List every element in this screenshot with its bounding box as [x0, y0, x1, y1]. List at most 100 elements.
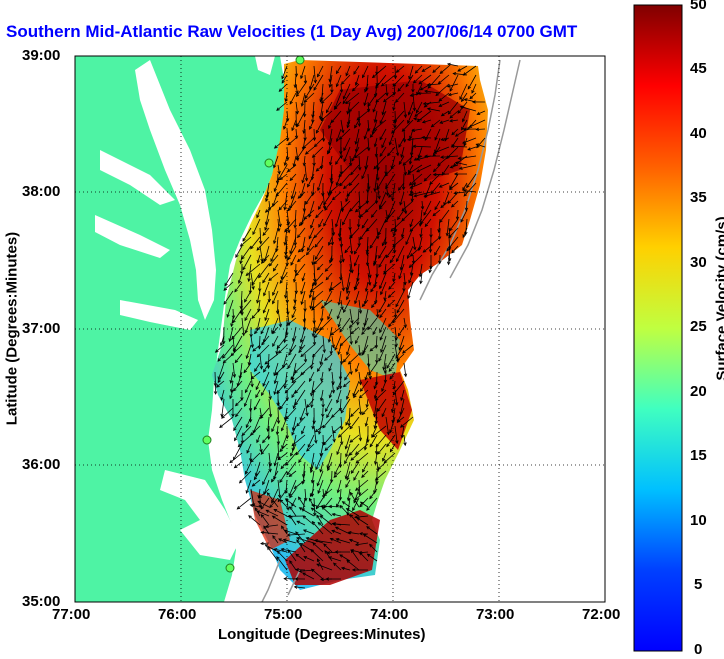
velocity-arrow — [389, 128, 396, 145]
velocity-arrow-head — [318, 224, 322, 228]
velocity-arrow — [449, 182, 459, 190]
velocity-arrow-head — [236, 506, 241, 510]
velocity-arrow — [320, 443, 324, 456]
velocity-arrow — [392, 308, 405, 324]
velocity-arrow-head — [383, 370, 387, 374]
velocity-arrow-head — [434, 206, 438, 211]
velocity-arrow — [346, 560, 360, 571]
velocity-arrow — [220, 389, 225, 401]
velocity-arrow-head — [285, 262, 289, 267]
velocity-arrow — [375, 146, 378, 157]
velocity-arrow — [325, 272, 333, 280]
velocity-arrow-head — [321, 193, 325, 197]
velocity-arrow-head — [446, 84, 451, 88]
velocity-arrow-head — [324, 549, 328, 554]
velocity-arrow-head — [254, 368, 258, 373]
velocity-arrow — [289, 191, 297, 209]
velocity-arrow — [260, 317, 270, 334]
velocity-arrow-head — [451, 131, 455, 136]
velocity-arrow — [372, 326, 378, 335]
velocity-arrow-head — [438, 184, 443, 188]
velocity-arrow-head — [393, 75, 398, 80]
velocity-arrow — [327, 146, 333, 154]
velocity-arrow — [331, 110, 342, 123]
velocity-arrow-head — [449, 88, 453, 92]
velocity-arrow-head — [260, 530, 265, 535]
velocity-arrow — [471, 83, 477, 94]
velocity-arrow — [387, 146, 396, 156]
velocity-arrow-head — [381, 111, 385, 116]
velocity-arrow — [366, 245, 369, 256]
velocity-arrow-head — [350, 457, 355, 461]
velocity-arrow-head — [339, 151, 343, 155]
velocity-arrow — [359, 389, 369, 399]
velocity-vectors — [213, 62, 486, 589]
velocity-arrow-head — [264, 209, 269, 213]
velocity-arrow-head — [351, 87, 356, 92]
velocity-arrow — [354, 146, 369, 158]
velocity-arrow-head — [296, 520, 301, 524]
velocity-arrow — [341, 74, 351, 85]
velocity-arrow — [257, 500, 270, 508]
velocity-arrow — [389, 443, 396, 452]
velocity-arrow — [273, 227, 279, 244]
velocity-arrow-head — [310, 548, 315, 553]
velocity-arrow-head — [353, 394, 357, 399]
velocity-arrow-head — [339, 504, 344, 509]
velocity-arrow — [383, 92, 396, 103]
velocity-arrow — [339, 128, 351, 140]
velocity-arrow — [343, 137, 351, 151]
velocity-arrow-head — [294, 73, 299, 78]
velocity-arrow-head — [283, 529, 288, 533]
velocity-arrow-head — [289, 515, 293, 519]
velocity-arrow-head — [260, 513, 265, 518]
velocity-arrow — [298, 344, 306, 353]
velocity-arrow-head — [263, 525, 267, 530]
velocity-arrow-head — [361, 474, 365, 478]
velocity-arrow-head — [310, 365, 314, 370]
velocity-arrow-head — [321, 494, 326, 499]
velocity-arrow-head — [262, 309, 266, 314]
velocity-arrow — [343, 299, 351, 313]
velocity-arrow — [314, 326, 324, 338]
velocity-arrow — [365, 155, 369, 169]
velocity-arrow — [369, 344, 378, 352]
velocity-arrow — [407, 281, 414, 299]
velocity-arrow-head — [366, 507, 370, 511]
velocity-arrow-head — [408, 160, 413, 165]
velocity-arrow — [409, 191, 423, 196]
velocity-arrow-head — [255, 386, 259, 391]
velocity-arrow — [268, 272, 279, 281]
velocity-arrow-head — [416, 157, 420, 161]
velocity-arrow — [353, 65, 360, 75]
velocity-arrow — [316, 563, 333, 571]
velocity-arrow-head — [256, 353, 261, 358]
velocity-arrow-head — [395, 152, 400, 157]
velocity-arrow — [449, 119, 459, 122]
velocity-arrow-head — [302, 529, 307, 533]
velocity-arrow — [385, 182, 389, 196]
velocity-arrow — [400, 389, 405, 401]
velocity-arrow — [291, 308, 297, 318]
velocity-arrow — [260, 443, 270, 455]
velocity-arrow — [355, 335, 360, 344]
velocity-arrow — [320, 110, 324, 121]
velocity-arrow — [373, 398, 378, 417]
velocity-arrow-head — [268, 277, 272, 282]
velocity-arrow — [422, 119, 432, 123]
velocity-arrow — [397, 326, 405, 337]
velocity-arrow — [301, 236, 306, 252]
velocity-arrow-head — [261, 341, 265, 346]
velocity-arrow-head — [349, 250, 354, 255]
velocity-arrow-head — [340, 306, 344, 311]
velocity-arrow — [435, 83, 450, 96]
velocity-arrow — [285, 92, 288, 102]
velocity-arrow — [310, 218, 315, 229]
velocity-arrow-head — [268, 396, 272, 401]
velocity-arrow-head — [417, 247, 422, 252]
velocity-arrow-head — [409, 253, 414, 257]
velocity-arrow — [384, 371, 387, 383]
velocity-arrow — [388, 191, 396, 198]
velocity-arrow-head — [358, 166, 362, 171]
colorbar-tick: 30 — [690, 254, 707, 271]
